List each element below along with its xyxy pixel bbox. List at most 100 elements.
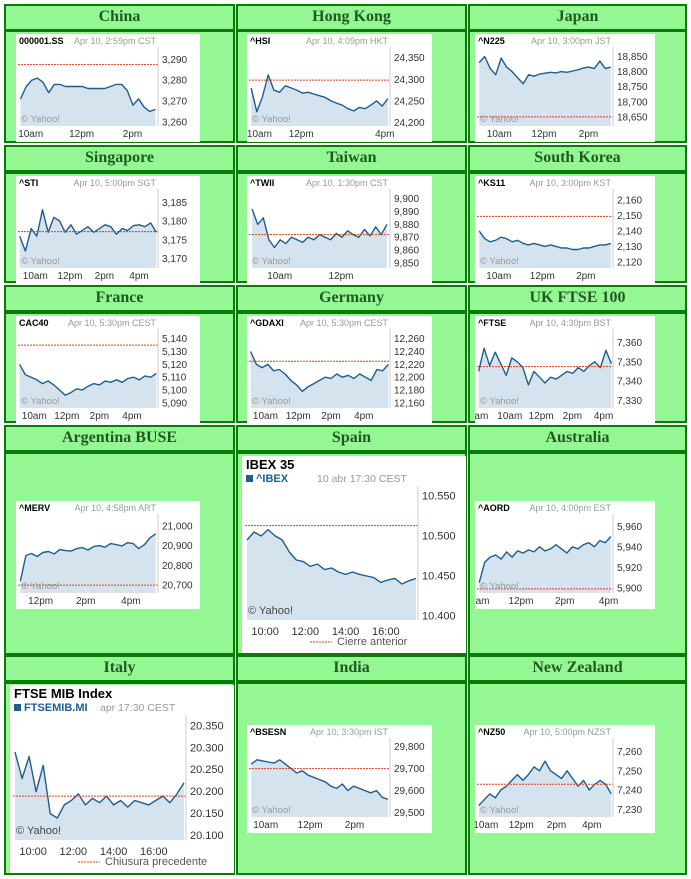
y-tick-label: 18,850	[617, 52, 648, 63]
x-tick-label: 10am	[253, 411, 278, 422]
y-tick-label: 9,860	[394, 246, 419, 257]
index-chart[interactable]: ^TWII Apr 10, 1:30pm CST 9,900 9,890 9,880 9,…	[247, 176, 432, 284]
y-tick-label: 29,800	[394, 742, 425, 753]
series-square-icon	[14, 704, 21, 711]
y-tick-label: 20.250	[190, 764, 224, 776]
y-tick-label: 2,150	[617, 211, 642, 222]
yahoo-watermark: © Yahoo!	[21, 581, 60, 592]
chart-timestamp: Apr 10, 3:00pm KST	[529, 178, 611, 188]
chart-symbol: CAC40	[19, 318, 49, 328]
index-chart[interactable]: ^NZ50 Apr 10, 5:00pm NZST 7,260 7,250 7,240 7…	[475, 725, 655, 833]
index-chart[interactable]: ^KS11 Apr 10, 3:00pm KST 2,160 2,150 2,140 2,…	[475, 176, 655, 284]
index-chart[interactable]: ^STI Apr 10, 5:00pm SGT 3,185 3,180 3,175 3,1…	[16, 176, 200, 284]
y-tick-label: 9,850	[394, 258, 419, 269]
y-tick-label: 7,330	[617, 396, 642, 407]
y-tick-label: 3,170	[162, 254, 187, 265]
x-tick-label: 2pm	[547, 820, 566, 831]
series-area	[478, 761, 612, 817]
x-tick-label: 10am	[475, 596, 490, 607]
chart-svg: ^FTSE Apr 10, 4:30pm BST 7,360 7,350 7,340 7,…	[475, 318, 642, 422]
yahoo-watermark: © Yahoo!	[480, 256, 519, 267]
y-tick-label: 5,140	[162, 334, 187, 345]
y-tick-label: 9,890	[394, 207, 419, 218]
chart-symbol: ^BSESN	[250, 727, 286, 737]
chart-svg: ^NZ50 Apr 10, 5:00pm NZST 7,260 7,250 7,240 7…	[475, 727, 642, 831]
chart-timestamp: Apr 10, 5:30pm CEST	[300, 318, 389, 328]
series-area	[479, 231, 611, 268]
y-tick-label: 18,700	[617, 97, 648, 108]
market-cell: ^GDAXI Apr 10, 5:30pm CEST 12,260 12,240 12,…	[236, 312, 467, 424]
index-chart[interactable]: ^BSESN Apr 10, 3:30pm IST 29,800 29,700 29,6…	[247, 725, 432, 833]
x-tick-label: 10am	[23, 271, 48, 282]
yahoo-watermark: © Yahoo!	[248, 605, 293, 617]
y-tick-label: 5,130	[162, 347, 187, 358]
index-chart[interactable]: ^N225 Apr 10, 3:00pm JST 18,850 18,800 18,75…	[475, 34, 655, 142]
x-tick-label: 16:00	[372, 626, 400, 638]
x-tick-label: 4pm	[354, 411, 373, 422]
x-tick-label: 2pm	[321, 411, 340, 422]
index-chart[interactable]: ^GDAXI Apr 10, 5:30pm CEST 12,260 12,240 12,…	[247, 316, 432, 424]
chart-svg: ^STI Apr 10, 5:00pm SGT 3,185 3,180 3,175 3,1…	[18, 178, 187, 282]
x-tick-label: 4pm	[599, 596, 618, 607]
y-tick-label: 12,240	[394, 347, 425, 358]
market-cell: ^HSI Apr 10, 4:09pm HKT 24,350 24,300 24,250…	[236, 30, 467, 143]
market-cell: ^N225 Apr 10, 3:00pm JST 18,850 18,800 18,75…	[468, 30, 687, 143]
chart-svg: ^HSI Apr 10, 4:09pm HKT 24,350 24,300 24,250…	[247, 36, 425, 140]
chart-symbol: ^FTSE	[478, 318, 506, 328]
yahoo-watermark: © Yahoo!	[480, 805, 519, 816]
index-chart[interactable]: IBEX 35 ^IBEX 10 abr 17:30 CEST 10.550 10.50…	[242, 456, 466, 653]
chart-svg: ^N225 Apr 10, 3:00pm JST 18,850 18,800 18,75…	[477, 36, 648, 140]
x-tick-label: 12pm	[57, 271, 82, 282]
y-tick-label: 18,800	[617, 67, 648, 78]
y-tick-label: 2,140	[617, 227, 642, 238]
x-tick-label: 16:00	[140, 846, 168, 858]
chart-timestamp: Apr 10, 4:30pm BST	[529, 318, 611, 328]
index-chart[interactable]: ^MERV Apr 10, 4:58pm ART 21,000 20,900 20,80…	[16, 501, 200, 609]
series-line	[250, 759, 389, 801]
chart-timestamp: apr 17:30 CEST	[100, 702, 176, 714]
chart-svg: ^AORD Apr 10, 4:00pm EST 5,960 5,940 5,920 5,…	[475, 503, 642, 607]
x-tick-label: 10am	[267, 271, 292, 282]
series-line	[18, 364, 157, 396]
x-tick-label: 4pm	[582, 820, 601, 831]
series-area	[19, 364, 157, 408]
y-tick-label: 9,870	[394, 233, 419, 244]
market-header: Italy	[4, 655, 235, 682]
y-tick-label: 3,175	[162, 235, 187, 246]
index-chart[interactable]: FTSE MIB Index FTSEMIB.MI apr 17:30 CEST 20…	[10, 685, 234, 873]
legend-label: Cierre anterior	[337, 636, 408, 648]
series-square-icon	[246, 475, 253, 482]
chart-timestamp: 10 abr 17:30 CEST	[317, 473, 407, 485]
y-tick-label: 20.300	[190, 742, 224, 754]
yahoo-watermark: © Yahoo!	[252, 396, 291, 407]
series-line	[478, 230, 611, 251]
market-cell: ^BSESN Apr 10, 3:30pm IST 29,800 29,700 29,6…	[236, 682, 467, 875]
market-header: Australia	[468, 425, 687, 452]
y-tick-label: 3,290	[162, 55, 187, 66]
y-tick-label: 3,260	[162, 117, 187, 128]
y-tick-label: 20,900	[162, 541, 193, 552]
series-line	[249, 351, 389, 392]
chart-svg: IBEX 35^IBEX 10 abr 17:30 CEST 10.550 10.50…	[245, 457, 456, 648]
chart-timestamp: Apr 10, 5:30pm CEST	[68, 318, 157, 328]
chart-symbol: ^N225	[478, 36, 505, 46]
x-tick-label: 4pm	[375, 129, 394, 140]
x-tick-label: 12pm	[289, 129, 314, 140]
series-area	[250, 351, 389, 408]
chart-timestamp: Apr 10, 3:00pm JST	[531, 36, 612, 46]
yahoo-watermark: © Yahoo!	[252, 256, 291, 267]
index-chart[interactable]: ^AORD Apr 10, 4:00pm EST 5,960 5,940 5,920 5,…	[475, 501, 655, 609]
index-chart[interactable]: ^FTSE Apr 10, 4:30pm BST 7,360 7,350 7,340 7,…	[475, 316, 655, 424]
index-chart[interactable]: ^HSI Apr 10, 4:09pm HKT 24,350 24,300 24,250…	[247, 34, 432, 142]
index-chart[interactable]: 000001.SS Apr 10, 2:59pm CST 3,290 3,280 3,2…	[16, 34, 200, 142]
chart-title: IBEX 35	[246, 457, 294, 472]
x-tick-label: 2pm	[563, 411, 582, 422]
chart-symbol: ^GDAXI	[250, 318, 284, 328]
x-tick-label: 12pm	[286, 411, 311, 422]
x-tick-label: 2pm	[576, 271, 595, 282]
index-chart[interactable]: CAC40 Apr 10, 5:30pm CEST 5,140 5,130 5,120 5…	[16, 316, 200, 424]
chart-symbol: ^IBEX	[256, 473, 289, 485]
y-tick-label: 20,800	[162, 561, 193, 572]
market-header: Taiwan	[236, 145, 467, 172]
y-tick-label: 12,260	[394, 334, 425, 345]
